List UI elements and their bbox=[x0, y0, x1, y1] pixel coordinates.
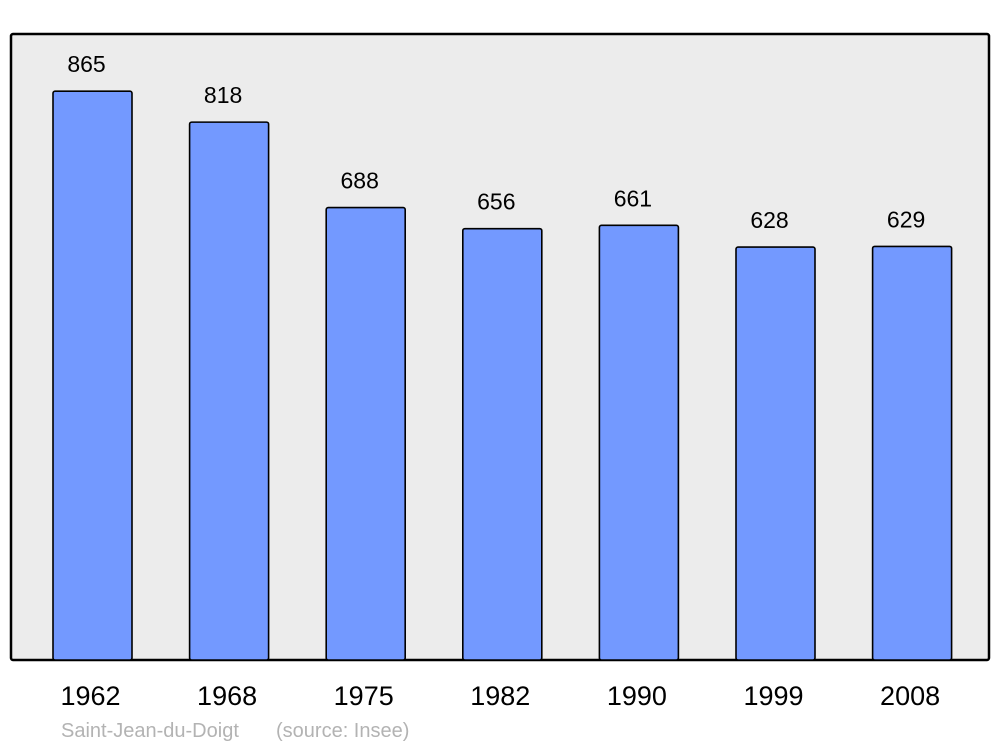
x-tick-label-1999: 1999 bbox=[743, 681, 803, 711]
x-tick-label-1975: 1975 bbox=[334, 681, 394, 711]
x-tick-label-1990: 1990 bbox=[607, 681, 667, 711]
x-tick-label-1968: 1968 bbox=[197, 681, 257, 711]
bar-1975 bbox=[325, 206, 407, 661]
bar-2008 bbox=[871, 245, 953, 661]
x-tick-label-1982: 1982 bbox=[470, 681, 530, 711]
data-label-1982: 656 bbox=[477, 189, 515, 215]
data-label-1999: 628 bbox=[750, 207, 788, 233]
bar-1999 bbox=[735, 246, 816, 661]
data-label-1990: 661 bbox=[614, 185, 652, 211]
footer-place: Saint-Jean-du-Doigt bbox=[61, 720, 239, 742]
data-label-1975: 688 bbox=[341, 168, 379, 194]
x-tick-label-2008: 2008 bbox=[880, 681, 940, 711]
data-label-2008: 629 bbox=[887, 206, 925, 232]
bar-1962 bbox=[52, 90, 133, 661]
footer-source: (source: Insee) bbox=[276, 720, 409, 742]
data-label-1962: 865 bbox=[67, 51, 105, 77]
bar-1968 bbox=[188, 121, 270, 661]
bar-1982 bbox=[461, 227, 543, 661]
data-label-1968: 818 bbox=[204, 82, 242, 108]
x-tick-label-1962: 1962 bbox=[60, 681, 120, 711]
bar-1990 bbox=[598, 224, 680, 661]
